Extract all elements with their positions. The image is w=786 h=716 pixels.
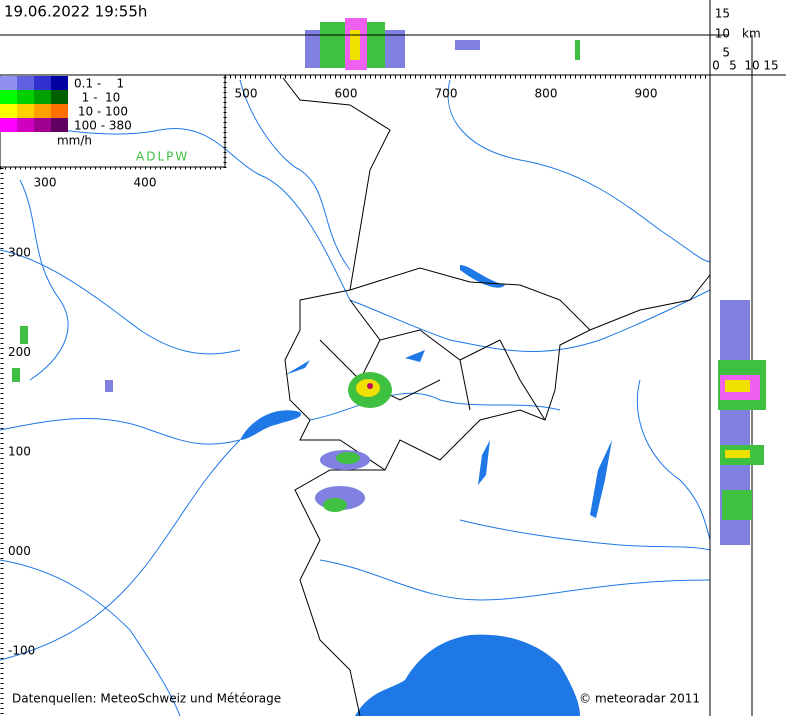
y-coordinate-label: 300 bbox=[8, 246, 31, 260]
copyright: © meteoradar 2011 bbox=[579, 692, 700, 706]
legend-swatch bbox=[51, 104, 68, 118]
legend-label: 100 - 380 bbox=[74, 119, 132, 133]
country-border bbox=[282, 77, 391, 291]
legend-swatch bbox=[0, 104, 17, 118]
height-label: 5 bbox=[722, 46, 730, 60]
river bbox=[0, 439, 241, 661]
legend-label: 0.1 - 1 bbox=[74, 77, 124, 91]
sources: Datenquellen: MeteoSchweiz und Météorage bbox=[12, 692, 281, 706]
height-label: 15 bbox=[715, 7, 730, 21]
legend-label: 10 - 100 bbox=[74, 105, 128, 119]
legend-unit: mm/h bbox=[57, 134, 92, 148]
legend-swatch bbox=[51, 90, 68, 104]
map-layer bbox=[0, 77, 711, 716]
network-label: ADLPW bbox=[136, 150, 189, 164]
right-strip-echo bbox=[718, 300, 766, 545]
legend-swatch bbox=[17, 104, 34, 118]
x-coordinate-label: 400 bbox=[134, 176, 157, 190]
x-coordinate-label: 300 bbox=[34, 176, 57, 190]
x-coordinate-label: 900 bbox=[635, 87, 658, 101]
legend-swatches bbox=[0, 76, 68, 132]
lake bbox=[460, 265, 505, 288]
x-coordinate-label: 600 bbox=[335, 87, 358, 101]
labels: 19.06.2022 19:55h km mm/h ADLPW Datenque… bbox=[4, 3, 779, 706]
legend-swatch bbox=[51, 76, 68, 90]
lake bbox=[405, 350, 425, 362]
lake bbox=[478, 440, 490, 485]
x-coordinate-label: 800 bbox=[535, 87, 558, 101]
height-label: 10 bbox=[715, 27, 730, 41]
lake bbox=[355, 634, 580, 716]
y-coordinate-label: 100 bbox=[8, 445, 31, 459]
legend-swatch bbox=[34, 76, 51, 90]
scale-unit: km bbox=[742, 27, 761, 41]
width-label: 0 bbox=[712, 59, 720, 73]
width-label: 5 bbox=[729, 59, 737, 73]
lake bbox=[285, 360, 310, 375]
x-coordinate-label: 500 bbox=[235, 87, 258, 101]
river bbox=[0, 559, 181, 716]
lake bbox=[240, 410, 301, 440]
legend-swatch bbox=[17, 90, 34, 104]
river bbox=[239, 79, 351, 271]
legend-label: 1 - 10 bbox=[74, 91, 120, 105]
width-label: 15 bbox=[763, 59, 778, 73]
precipitation bbox=[12, 326, 392, 512]
river bbox=[0, 249, 241, 355]
river bbox=[0, 418, 241, 445]
legend-swatch bbox=[17, 118, 34, 132]
river bbox=[309, 392, 561, 421]
timestamp: 19.06.2022 19:55h bbox=[4, 3, 147, 21]
top-strip-echo bbox=[305, 18, 580, 70]
river bbox=[319, 559, 711, 601]
country-border bbox=[589, 274, 711, 331]
country-border bbox=[294, 469, 385, 716]
legend-box bbox=[0, 74, 226, 168]
x-coordinate-label: 700 bbox=[435, 87, 458, 101]
width-label: 10 bbox=[744, 59, 759, 73]
legend-swatch bbox=[17, 76, 34, 90]
legend-swatch bbox=[34, 90, 51, 104]
river bbox=[459, 519, 711, 551]
legend-swatch bbox=[0, 118, 17, 132]
y-coordinate-label: 000 bbox=[8, 544, 31, 558]
river bbox=[447, 79, 711, 263]
y-coordinate-label: 200 bbox=[8, 345, 31, 359]
lake bbox=[590, 440, 612, 518]
legend-swatch bbox=[34, 118, 51, 132]
country-border bbox=[284, 267, 591, 471]
legend-swatch bbox=[0, 76, 17, 90]
legend-swatch bbox=[51, 118, 68, 132]
river bbox=[636, 379, 711, 541]
legend-swatch bbox=[34, 104, 51, 118]
coordinate-ticks bbox=[0, 75, 710, 716]
river bbox=[349, 289, 711, 352]
river bbox=[19, 179, 69, 381]
river bbox=[0, 119, 351, 301]
y-coordinate-label: -100 bbox=[8, 644, 35, 658]
legend-swatch bbox=[0, 90, 17, 104]
